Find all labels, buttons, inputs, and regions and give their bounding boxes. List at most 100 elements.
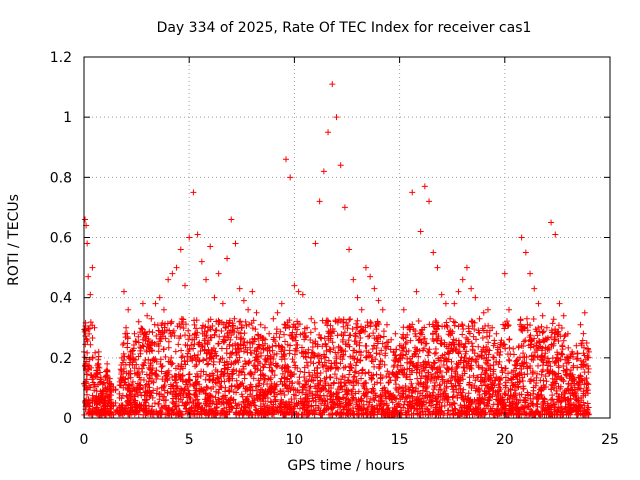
data-point bbox=[382, 391, 389, 398]
data-point bbox=[443, 369, 450, 376]
data-point bbox=[251, 357, 258, 364]
data-point bbox=[437, 393, 444, 400]
data-point bbox=[192, 373, 199, 380]
data-point bbox=[471, 410, 478, 417]
data-point bbox=[425, 359, 432, 366]
data-point bbox=[178, 361, 185, 368]
data-point bbox=[421, 335, 428, 342]
data-point bbox=[145, 403, 152, 410]
data-point bbox=[418, 329, 425, 336]
data-point bbox=[116, 378, 123, 385]
data-point bbox=[204, 384, 211, 391]
data-point bbox=[215, 321, 222, 328]
data-point bbox=[308, 315, 315, 322]
data-point bbox=[522, 337, 529, 344]
data-point bbox=[437, 340, 444, 347]
data-point bbox=[260, 381, 267, 388]
data-point bbox=[429, 336, 436, 343]
data-point bbox=[271, 389, 278, 396]
x-tick-label: 25 bbox=[601, 432, 619, 448]
data-point bbox=[82, 216, 89, 223]
data-point bbox=[139, 325, 146, 332]
data-point bbox=[354, 317, 361, 324]
data-point bbox=[276, 343, 283, 350]
data-point bbox=[506, 357, 513, 364]
data-point bbox=[333, 411, 340, 418]
data-point bbox=[461, 363, 468, 370]
x-tick-label: 5 bbox=[185, 432, 194, 448]
data-point bbox=[401, 398, 408, 405]
data-point bbox=[375, 338, 382, 345]
data-point bbox=[183, 378, 190, 385]
data-point bbox=[525, 391, 532, 398]
data-point bbox=[327, 382, 334, 389]
data-point bbox=[82, 333, 89, 340]
data-point bbox=[465, 390, 472, 397]
data-point bbox=[221, 411, 228, 418]
x-tick-label: 20 bbox=[496, 432, 514, 448]
data-point bbox=[393, 381, 400, 388]
data-point bbox=[466, 374, 473, 381]
data-point bbox=[438, 373, 445, 380]
data-point bbox=[149, 394, 156, 401]
data-point bbox=[356, 339, 363, 346]
data-point bbox=[585, 365, 592, 372]
data-point bbox=[128, 404, 135, 411]
data-point bbox=[416, 411, 423, 418]
data-point bbox=[366, 399, 373, 406]
data-point bbox=[451, 300, 458, 307]
data-point bbox=[151, 408, 158, 415]
data-point bbox=[312, 325, 319, 332]
data-point bbox=[284, 384, 291, 391]
data-point bbox=[175, 341, 182, 348]
data-point bbox=[400, 387, 407, 394]
data-point bbox=[212, 367, 219, 374]
data-point bbox=[156, 408, 163, 415]
data-point bbox=[224, 370, 231, 377]
data-point bbox=[459, 395, 466, 402]
data-point bbox=[240, 363, 247, 370]
data-point bbox=[580, 388, 587, 395]
data-point bbox=[292, 324, 299, 331]
data-point bbox=[453, 364, 460, 371]
data-point bbox=[185, 347, 192, 354]
data-point bbox=[150, 379, 157, 386]
data-point bbox=[383, 339, 390, 346]
data-point bbox=[557, 356, 564, 363]
data-point bbox=[330, 404, 337, 411]
data-point bbox=[305, 378, 312, 385]
data-point bbox=[406, 355, 413, 362]
data-point bbox=[235, 383, 242, 390]
data-point bbox=[514, 376, 521, 383]
data-point bbox=[239, 324, 246, 331]
data-point bbox=[520, 383, 527, 390]
data-point bbox=[472, 294, 479, 301]
data-point bbox=[330, 396, 337, 403]
data-point bbox=[250, 399, 257, 406]
data-point bbox=[329, 81, 336, 88]
data-point bbox=[232, 240, 239, 247]
data-point bbox=[268, 399, 275, 406]
data-point bbox=[506, 407, 513, 414]
data-point bbox=[413, 406, 420, 413]
data-point bbox=[257, 333, 264, 340]
data-point bbox=[487, 408, 494, 415]
data-point bbox=[254, 331, 261, 338]
data-point bbox=[326, 411, 333, 418]
data-point bbox=[344, 390, 351, 397]
data-point bbox=[204, 361, 211, 368]
data-point bbox=[458, 354, 465, 361]
data-point bbox=[282, 338, 289, 345]
data-point bbox=[480, 344, 487, 351]
data-point bbox=[327, 389, 334, 396]
data-point bbox=[302, 334, 309, 341]
data-point bbox=[159, 320, 166, 327]
data-point bbox=[373, 350, 380, 357]
data-point bbox=[294, 364, 301, 371]
data-point bbox=[151, 321, 158, 328]
data-point bbox=[561, 389, 568, 396]
data-point bbox=[153, 358, 160, 365]
data-point bbox=[269, 347, 276, 354]
data-point bbox=[103, 372, 110, 379]
data-point bbox=[179, 372, 186, 379]
